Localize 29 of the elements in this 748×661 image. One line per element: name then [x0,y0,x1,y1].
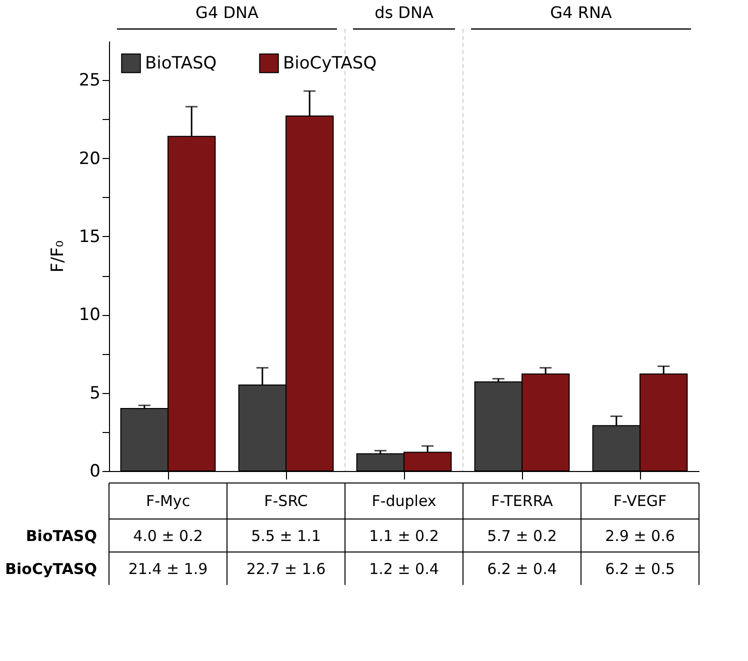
x-tick-label: F-Myc [146,492,190,510]
data-label: 22.7 ± 1.6 [246,560,326,578]
data-label: 4.0 ± 0.2 [133,527,203,545]
x-tick-label: F-SRC [264,492,308,510]
x-tick-label: F-VEGF [613,492,667,510]
data-label: 1.2 ± 0.4 [369,560,439,578]
text: BioCyTASQ [5,560,97,578]
x-tick-label: F-duplex [372,492,436,510]
text: ds DNA [374,3,434,22]
text: G4 RNA [550,3,612,22]
y-tick-label: 5 [90,383,100,404]
y-tick-label: 20 [78,148,100,169]
data-label: 21.4 ± 1.9 [128,560,208,578]
data-label: 5.7 ± 0.2 [487,527,557,545]
y-tick-label: 10 [78,305,100,326]
y-axis-title: F/F₀ [48,240,68,273]
y-tick-label: 0 [90,462,100,482]
text: G4 DNA [196,3,258,22]
data-label: 2.9 ± 0.6 [605,527,675,545]
text: BioTASQ [26,527,97,545]
legend-label: BioCyTASQ [283,53,377,74]
legend-label: BioTASQ [145,53,217,74]
x-tick-label: F-TERRA [491,492,554,510]
y-tick-label: 15 [78,226,100,247]
data-label: 6.2 ± 0.5 [605,560,675,578]
data-label: 1.1 ± 0.2 [369,527,439,545]
data-label: 5.5 ± 1.1 [251,527,321,545]
y-tick-label: 25 [78,70,100,91]
data-label: 6.2 ± 0.4 [487,560,557,578]
